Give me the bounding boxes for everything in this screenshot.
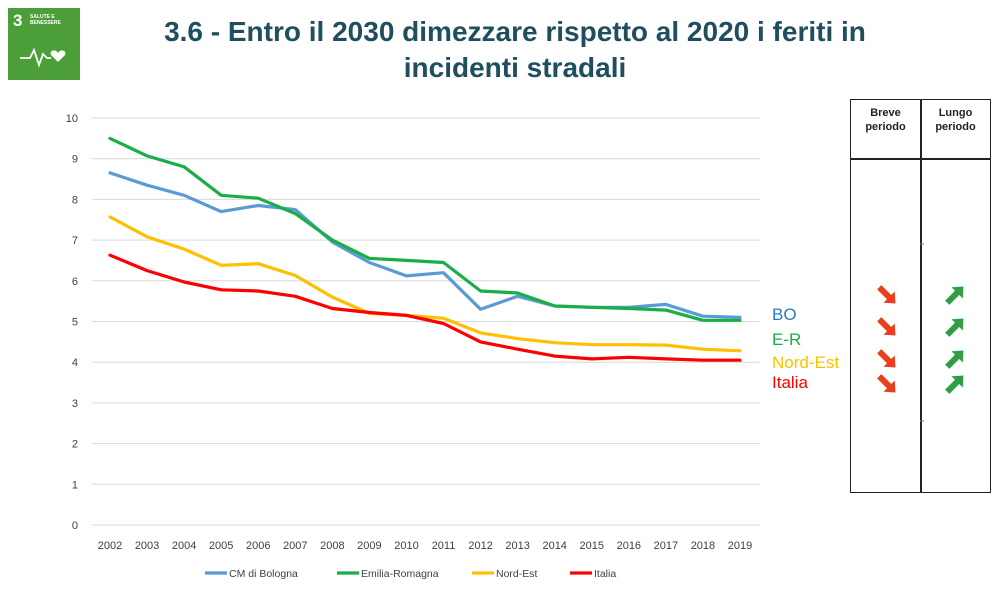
chart-legend: CM di Bologna Emilia-Romagna Nord-Est Itali… [205,568,616,580]
x-tick-label: 2006 [246,540,270,552]
y-tick-label: 6 [72,276,78,288]
y-tick-label: 2 [72,439,78,451]
title-line-1: 3.6 - Entro il 2030 dimezzare rispetto a… [164,16,866,47]
down-right-arrow [877,317,896,336]
y-tick-label: 8 [72,194,78,206]
x-tick-label: 2011 [432,540,456,552]
y-tick-label: 7 [72,235,78,247]
x-tick-label: 2005 [209,540,233,552]
y-tick-label: 4 [72,357,78,369]
y-tick-label: 0 [72,520,78,532]
x-tick-label: 2009 [357,540,381,552]
end-label-e-r: E-R [772,330,801,349]
short-term-header-line1: Breve [870,107,901,119]
x-tick-label: 2008 [320,540,344,552]
page-title: 3.6 - Entro il 2030 dimezzare rispetto a… [95,14,935,86]
y-tick-label: 10 [66,113,78,125]
long-term-header-line1: Lungo [938,107,973,119]
long-term-header: Lungo periodo [921,106,990,134]
x-tick-label: 2004 [172,540,196,552]
x-tick-label: 2017 [654,540,678,552]
end-label-nord-est: Nord-Est [772,353,839,372]
legend-label: Emilia-Romagna [361,568,439,580]
x-tick-label: 2016 [617,540,641,552]
down-right-arrow [877,285,896,304]
chart-gridlines [92,117,760,526]
series-line-cm-di-bologna [108,171,742,319]
down-right-arrow [877,349,896,368]
x-tick-label: 2003 [135,540,159,552]
y-tick-label: 1 [72,479,78,491]
x-tick-label: 2002 [98,540,122,552]
y-tick-label: 9 [72,154,78,166]
series-line-nord-est [108,215,742,353]
x-tick-label: 2010 [394,540,418,552]
series-line-emilia-romagna [108,136,742,322]
up-right-arrow [945,286,964,305]
chart-series [108,136,742,362]
long-term-header-line2: periodo [935,121,976,133]
x-tick-label: 2015 [580,540,604,552]
end-label-italia: Italia [772,373,808,392]
legend-label: CM di Bologna [229,568,298,580]
down-right-arrow [877,374,896,393]
x-tick-label: 2013 [505,540,529,552]
sdg-goal-3-badge: 3 SALUTE E BENESSERE [8,8,80,80]
series-line-italia [108,253,742,362]
x-axis-ticks: 2002 2003 2004 2005 2006 2007 2008 2009 2010 2011… [98,540,752,552]
x-tick-label: 2007 [283,540,307,552]
end-label-bo: BO [772,305,797,324]
x-tick-label: 2018 [691,540,715,552]
sdg-label: SALUTE E BENESSERE [30,14,61,26]
short-term-header: Breve periodo [851,106,920,134]
title-line-2: incidenti stradali [403,52,627,83]
y-axis-ticks: 0 1 2 3 4 5 6 7 8 9 10 [66,113,78,532]
sdg-number: 3 [13,11,23,30]
up-right-arrow [945,350,964,369]
legend-label: Italia [594,568,616,580]
up-right-arrow [945,318,964,337]
x-tick-label: 2019 [728,540,752,552]
table-divider-horizontal [851,158,990,160]
short-term-header-line2: periodo [865,121,906,133]
trend-arrows [877,243,964,422]
x-tick-label: 2014 [542,540,566,552]
legend-label: Nord-Est [496,568,538,580]
y-tick-label: 3 [72,398,78,410]
trend-table: Breve periodo Lungo periodo [850,99,991,493]
heartbeat-heart-icon [20,47,66,68]
table-divider-vertical [920,100,922,492]
up-right-arrow [945,375,964,394]
y-tick-label: 5 [72,317,78,329]
x-tick-label: 2012 [468,540,492,552]
